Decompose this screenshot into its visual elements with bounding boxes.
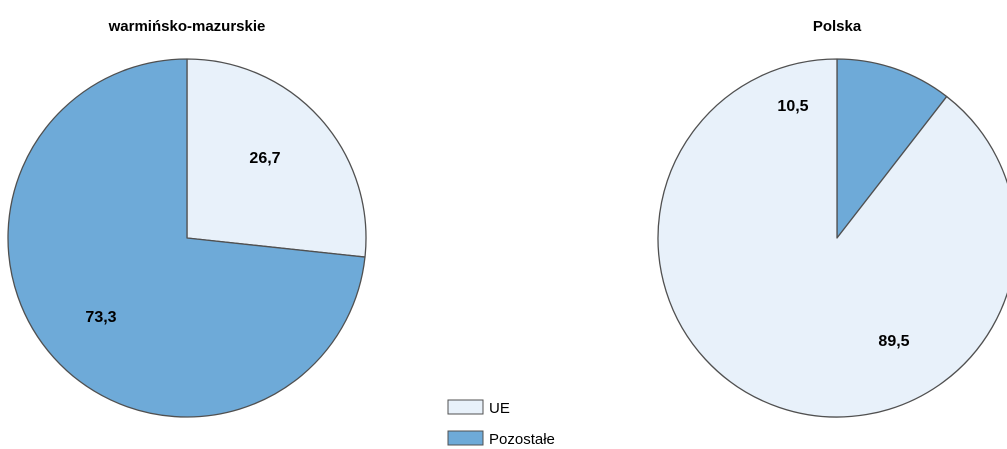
pie-slice-ue-polska bbox=[657, 58, 1007, 418]
pie-slices-polska bbox=[657, 58, 1007, 418]
pie-slice-pozostale-warminsko-mazurskie bbox=[7, 58, 366, 418]
legend-swatch-ue bbox=[447, 399, 484, 415]
pie-slice-ue-warminsko-mazurskie bbox=[186, 58, 367, 258]
slice-label-pozostale-polska: 10,5 bbox=[777, 98, 808, 115]
chart-title-polska: Polska bbox=[813, 18, 862, 35]
slice-label-ue-polska: 89,5 bbox=[878, 333, 909, 350]
pie-slices-warminsko-mazurskie bbox=[7, 58, 367, 418]
legend-swatch-pozostale bbox=[447, 430, 484, 446]
legend-label-ue: UE bbox=[489, 400, 510, 417]
pie-slice-pozostale-polska bbox=[836, 58, 948, 239]
pie-chart-polska: Polska 10,5 89,5 bbox=[657, 18, 1007, 418]
chart-title-warminsko-mazurskie: warmińsko-mazurskie bbox=[108, 18, 266, 35]
legend-label-pozostale: Pozostałe bbox=[489, 431, 555, 448]
slice-label-ue-warminsko-mazurskie: 26,7 bbox=[249, 150, 280, 167]
legend: UE Pozostałe bbox=[447, 399, 555, 448]
pie-chart-warminsko-mazurskie: warmińsko-mazurskie 26,7 73,3 bbox=[7, 18, 367, 418]
slice-label-pozostale-warminsko-mazurskie: 73,3 bbox=[85, 309, 116, 326]
